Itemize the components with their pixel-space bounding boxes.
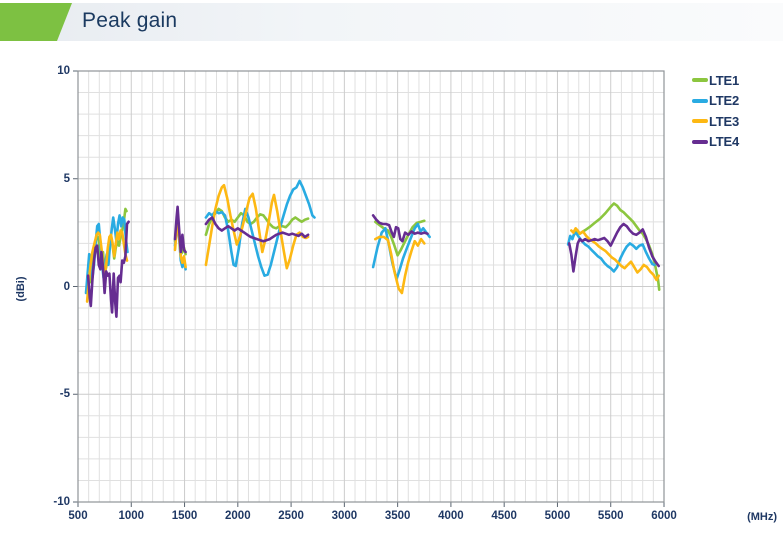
x-tick-label-4500: 4500 xyxy=(491,510,517,522)
y-tick-label-0: 0 xyxy=(63,280,70,293)
series-line-lte2-seg2 xyxy=(204,179,316,278)
x-tick-label-1000: 1000 xyxy=(118,510,145,522)
series-line-lte4-seg0 xyxy=(86,220,130,319)
y-tick-label--10: -10 xyxy=(53,496,70,508)
x-tick-label-500: 500 xyxy=(68,510,88,522)
series-line-lte3-seg4 xyxy=(569,227,661,282)
x-tick-label-4000: 4000 xyxy=(438,510,464,522)
page-title: Peak gain xyxy=(82,9,178,32)
x-tick-label-5500: 5500 xyxy=(597,510,624,522)
plot-border xyxy=(77,70,665,503)
x-tick-label-3000: 3000 xyxy=(331,510,358,522)
y-axis-title: (dBi) xyxy=(15,276,27,302)
series-line-lte2-seg4 xyxy=(566,231,656,273)
legend-item-lte2: LTE2 xyxy=(692,91,739,112)
legend-swatch-lte4 xyxy=(692,139,708,144)
x-axis-unit: (MHz) xyxy=(747,511,777,523)
x-tick-label-6000: 6000 xyxy=(651,510,677,522)
y-tick-label--5: -5 xyxy=(59,388,70,401)
legend-label-lte3: LTE3 xyxy=(709,113,740,129)
legend-label-lte4: LTE4 xyxy=(709,134,740,150)
chart-legend: LTE1 LTE2 LTE3 LTE4 xyxy=(692,70,739,152)
section-header: Peak gain xyxy=(0,3,783,41)
series-line-lte3-seg2 xyxy=(204,183,310,270)
x-tick-label-1500: 1500 xyxy=(171,510,198,522)
legend-label-lte2: LTE2 xyxy=(709,93,740,109)
axis-tick-marks xyxy=(73,70,665,507)
series-line-lte4-seg4 xyxy=(567,222,661,273)
legend-item-lte3: LTE3 xyxy=(692,111,739,132)
legend-item-lte4: LTE4 xyxy=(692,132,739,153)
series-line-lte4-seg1 xyxy=(173,205,187,254)
series-line-lte4-seg3 xyxy=(371,214,429,243)
series-line-lte2-seg3 xyxy=(371,222,431,281)
legend-swatch-lte1 xyxy=(692,78,708,83)
x-tick-label-5000: 5000 xyxy=(544,510,571,522)
series-line-lte4-seg2 xyxy=(204,216,310,243)
x-tick-label-2500: 2500 xyxy=(278,510,304,522)
y-tick-label-10: 10 xyxy=(57,65,70,77)
x-tick-label-2000: 2000 xyxy=(225,510,251,522)
legend-swatch-lte3 xyxy=(692,119,708,124)
legend-label-lte1: LTE1 xyxy=(709,72,740,88)
legend-swatch-lte2 xyxy=(692,98,708,103)
legend-item-lte1: LTE1 xyxy=(692,70,739,91)
series-line-lte3-seg3 xyxy=(373,235,426,295)
y-tick-label-5: 5 xyxy=(63,172,70,185)
series-line-lte3-seg0 xyxy=(85,229,129,303)
x-tick-label-3500: 3500 xyxy=(384,510,411,522)
